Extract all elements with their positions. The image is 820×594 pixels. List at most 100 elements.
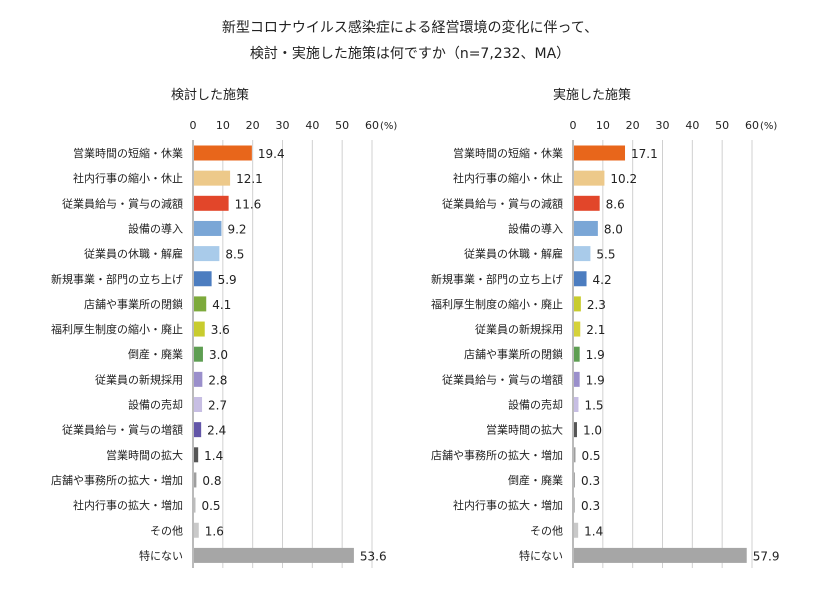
category-label: 従業員の新規採用 [475, 322, 563, 336]
category-label: 店舗や事業所の閉鎖 [84, 297, 183, 311]
bar [194, 170, 231, 186]
data-label: 0.5 [201, 499, 220, 513]
data-label: 2.7 [208, 399, 227, 413]
data-label: 2.8 [208, 373, 227, 387]
data-label: 2.1 [586, 323, 605, 337]
data-label: 4.1 [212, 298, 231, 312]
bar [194, 145, 252, 161]
bar [194, 547, 354, 563]
data-label: 9.2 [227, 222, 246, 236]
data-label: 17.1 [631, 147, 658, 161]
data-label: 2.3 [587, 298, 606, 312]
category-label: 営業時間の短縮・休業 [73, 146, 183, 160]
bar [574, 346, 580, 362]
data-label: 1.9 [586, 373, 605, 387]
data-label: 53.6 [360, 549, 387, 563]
x-tick-label: 40 [685, 119, 699, 132]
bar [574, 271, 587, 287]
data-label: 3.6 [211, 323, 230, 337]
category-label: 倒産・廃業 [508, 473, 563, 487]
bar [574, 170, 605, 186]
category-label: 特にない [139, 548, 183, 562]
data-label: 0.5 [581, 449, 600, 463]
bar [574, 472, 575, 488]
data-label: 12.1 [236, 172, 263, 186]
data-label: 1.4 [584, 524, 603, 538]
x-tick-label: 50 [335, 119, 349, 132]
category-label: その他 [530, 524, 563, 537]
bar [194, 397, 203, 412]
figure-title-line-1: 新型コロナウイルス感染症による経営環境の変化に伴って、 [222, 19, 598, 36]
category-label: 倒産・廃業 [128, 347, 183, 361]
data-label: 8.0 [604, 222, 623, 236]
category-label: 新規事業・部門の立ち上げ [51, 272, 183, 286]
bar [574, 296, 581, 312]
data-label: 4.2 [593, 273, 612, 287]
category-label: 従業員給与・賞与の増額 [62, 423, 183, 437]
unit-label: (%) [760, 121, 777, 132]
bar [194, 472, 197, 488]
data-label: 8.6 [606, 197, 625, 211]
x-tick-label: 30 [656, 119, 670, 132]
bar [574, 397, 579, 412]
bar [194, 246, 220, 262]
bar [574, 321, 581, 337]
category-label: 福利厚生制度の縮小・廃止 [51, 322, 183, 336]
bar [574, 371, 580, 387]
data-label: 1.5 [584, 399, 603, 413]
bar [574, 246, 591, 262]
data-label: 10.2 [610, 172, 637, 186]
x-tick-label: 30 [276, 119, 290, 132]
bar [194, 195, 229, 211]
bar [194, 296, 207, 312]
bar [194, 271, 212, 287]
data-label: 8.5 [225, 248, 244, 262]
category-label: 社内行事の縮小・休止 [73, 171, 183, 185]
bar [574, 497, 575, 513]
category-label: 特にない [519, 548, 563, 562]
bar [194, 522, 199, 538]
x-tick-label: 60 [365, 119, 379, 132]
category-label: 設備の売却 [128, 398, 183, 412]
x-tick-label: 0 [190, 119, 197, 132]
bar [194, 346, 203, 362]
category-label: 営業時間の短縮・休業 [453, 146, 563, 160]
category-label: 福利厚生制度の縮小・廃止 [431, 297, 563, 311]
panel-title: 実施した施策 [553, 87, 631, 103]
category-label: 従業員の休職・解雇 [464, 247, 563, 261]
bar [194, 422, 202, 438]
data-label: 0.8 [202, 474, 221, 488]
bar [574, 145, 626, 161]
category-label: 新規事業・部門の立ち上げ [431, 272, 563, 286]
bar [574, 220, 598, 236]
category-label: 従業員給与・賞与の増額 [442, 372, 563, 386]
category-label: 社内行事の拡大・増加 [453, 498, 563, 512]
x-tick-label: 20 [626, 119, 640, 132]
category-label: 社内行事の拡大・増加 [73, 498, 183, 512]
category-label: その他 [150, 524, 183, 537]
panel-considered: 検討した施策 0 10 20 30 40 50 60 (%) 営業時間の短縮・休業 19.4 社内行事… [51, 87, 397, 568]
category-label: 店舗や事務所の拡大・増加 [431, 448, 563, 462]
data-label: 1.4 [204, 449, 223, 463]
panel-title: 検討した施策 [171, 87, 249, 103]
x-tick-label: 50 [715, 119, 729, 132]
bar [194, 371, 203, 387]
figure-title-line-2: 検討・実施した施策は何ですか（n=7,232、MA） [250, 45, 570, 62]
x-tick-label: 40 [305, 119, 319, 132]
x-tick-label: 10 [216, 119, 230, 132]
x-tick-label: 20 [246, 119, 260, 132]
category-label: 店舗や事業所の閉鎖 [464, 347, 563, 361]
category-label: 設備の導入 [128, 221, 183, 235]
bar [194, 220, 222, 236]
category-label: 設備の導入 [508, 221, 563, 235]
bar [574, 195, 600, 211]
category-label: 営業時間の拡大 [106, 448, 183, 462]
bar [194, 497, 196, 513]
bar [574, 522, 579, 538]
category-label: 営業時間の拡大 [486, 423, 563, 437]
data-label: 5.5 [596, 248, 615, 262]
category-label: 社内行事の縮小・休止 [453, 171, 563, 185]
bar [574, 422, 577, 438]
x-tick-label: 0 [570, 119, 577, 132]
